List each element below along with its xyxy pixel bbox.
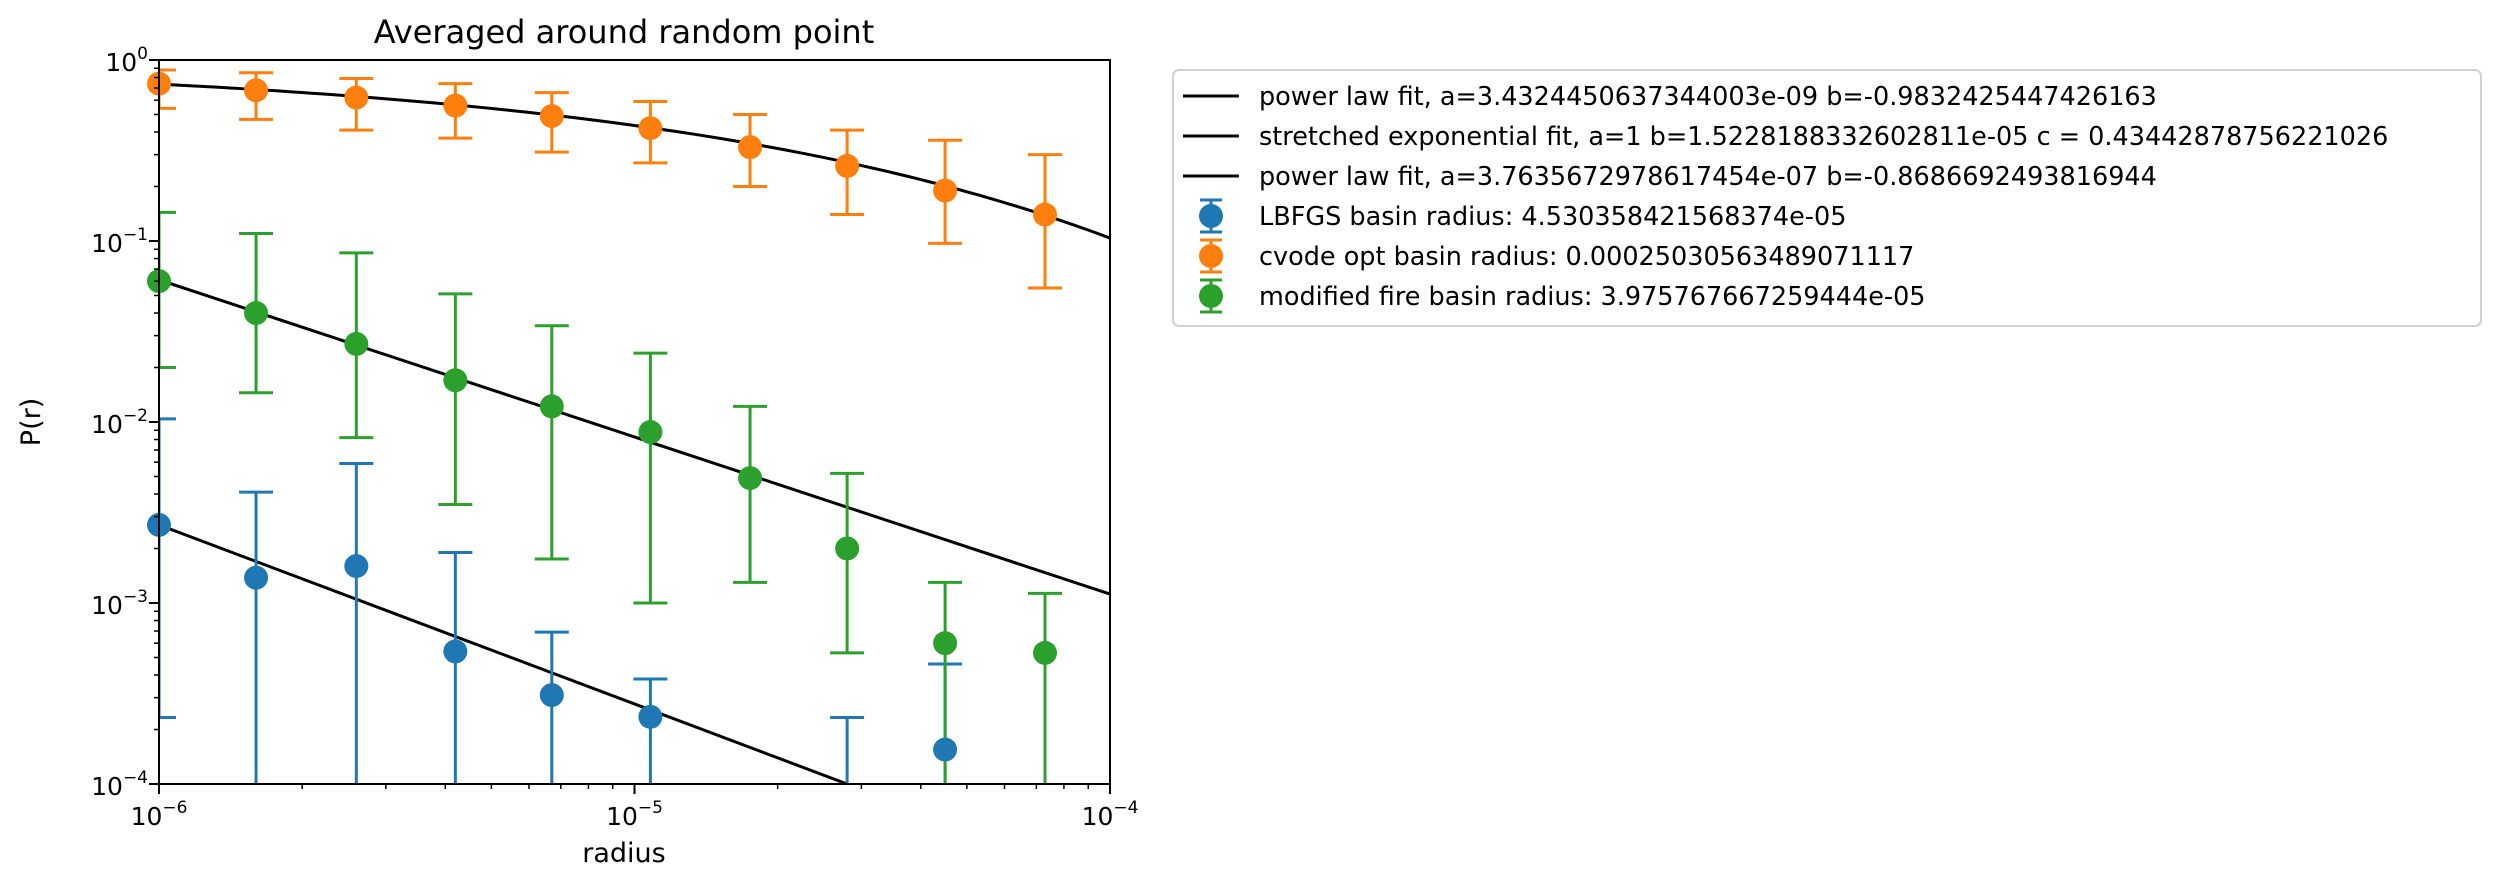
- y-axis-ticks: 10−4 10−3 10−2 10−1 100: [91, 44, 159, 801]
- legend: power law fit, a=3.4324450637344003e-09 …: [1172, 69, 2482, 327]
- lbfgs-point: [539, 683, 564, 708]
- lbfgs-point: [638, 704, 663, 729]
- modified-fire-point: [835, 536, 860, 561]
- cvode-opt-point: [638, 116, 663, 141]
- plot-frame: [158, 59, 1111, 785]
- legend-entry-label: LBFGS basin radius: 4.530358421568374e-0…: [1259, 202, 1846, 232]
- cvode-opt-point: [344, 85, 369, 110]
- lbfgs-point: [933, 737, 958, 762]
- cvode-opt-point: [933, 178, 958, 203]
- x-axis-ticks: 10−6 10−5 10−4: [131, 784, 1139, 831]
- chart-title: Averaged around random point: [374, 13, 874, 51]
- y-axis-label: P(r): [16, 398, 47, 446]
- legend-entry-label: cvode opt basin radius: 0.00025030563489…: [1259, 242, 1914, 272]
- cvode-opt-point: [443, 93, 468, 118]
- modified-fire-point: [933, 631, 958, 656]
- legend-marker-swatch: [1199, 244, 1223, 268]
- y-tick-label: 10−1: [91, 225, 148, 258]
- x-tick-label: 10−5: [606, 798, 663, 831]
- lbfgs-point: [244, 565, 269, 590]
- legend-entry-label: stretched exponential fit, a=1 b=1.52281…: [1259, 122, 2388, 152]
- x-tick-label: 10−4: [1082, 798, 1139, 831]
- legend-box: [1172, 69, 2482, 327]
- lbfgs-point: [344, 554, 369, 579]
- lbfgs-point: [443, 639, 468, 664]
- modified-fire-point: [539, 394, 564, 419]
- modified-fire-point: [244, 301, 269, 326]
- legend-entry-label: power law fit, a=3.4324450637344003e-09 …: [1259, 82, 2157, 112]
- modified-fire-point: [344, 331, 369, 356]
- modified-fire-point: [1033, 640, 1058, 665]
- modified-fire-point: [638, 420, 663, 445]
- y-tick-label: 10−4: [91, 768, 148, 801]
- legend-entry-label: power law fit, a=3.7635672978617454e-07 …: [1259, 162, 2157, 192]
- legend-marker-swatch: [1199, 284, 1223, 308]
- y-tick-label: 10−2: [91, 406, 148, 439]
- y-tick-label: 100: [105, 44, 148, 77]
- legend-marker-swatch: [1199, 204, 1223, 228]
- x-axis-label: radius: [582, 838, 665, 869]
- data-points: [147, 71, 1058, 762]
- y-tick-label: 10−3: [91, 587, 148, 620]
- modified-fire-point: [443, 368, 468, 393]
- fit-line-1: [159, 523, 848, 784]
- cvode-opt-point: [539, 104, 564, 129]
- cvode-opt-point: [835, 153, 860, 178]
- fit-line-2: [159, 82, 1110, 240]
- cvode-opt-point: [738, 135, 763, 160]
- cvode-opt-point: [244, 78, 269, 103]
- x-tick-label: 10−6: [131, 798, 188, 831]
- modified-fire-point: [738, 466, 763, 491]
- fit-line-3: [159, 278, 1110, 596]
- legend-entry-label: modified fire basin radius: 3.9757676672…: [1259, 282, 1926, 312]
- cvode-opt-point: [1033, 202, 1058, 227]
- error-bars: [159, 68, 1063, 784]
